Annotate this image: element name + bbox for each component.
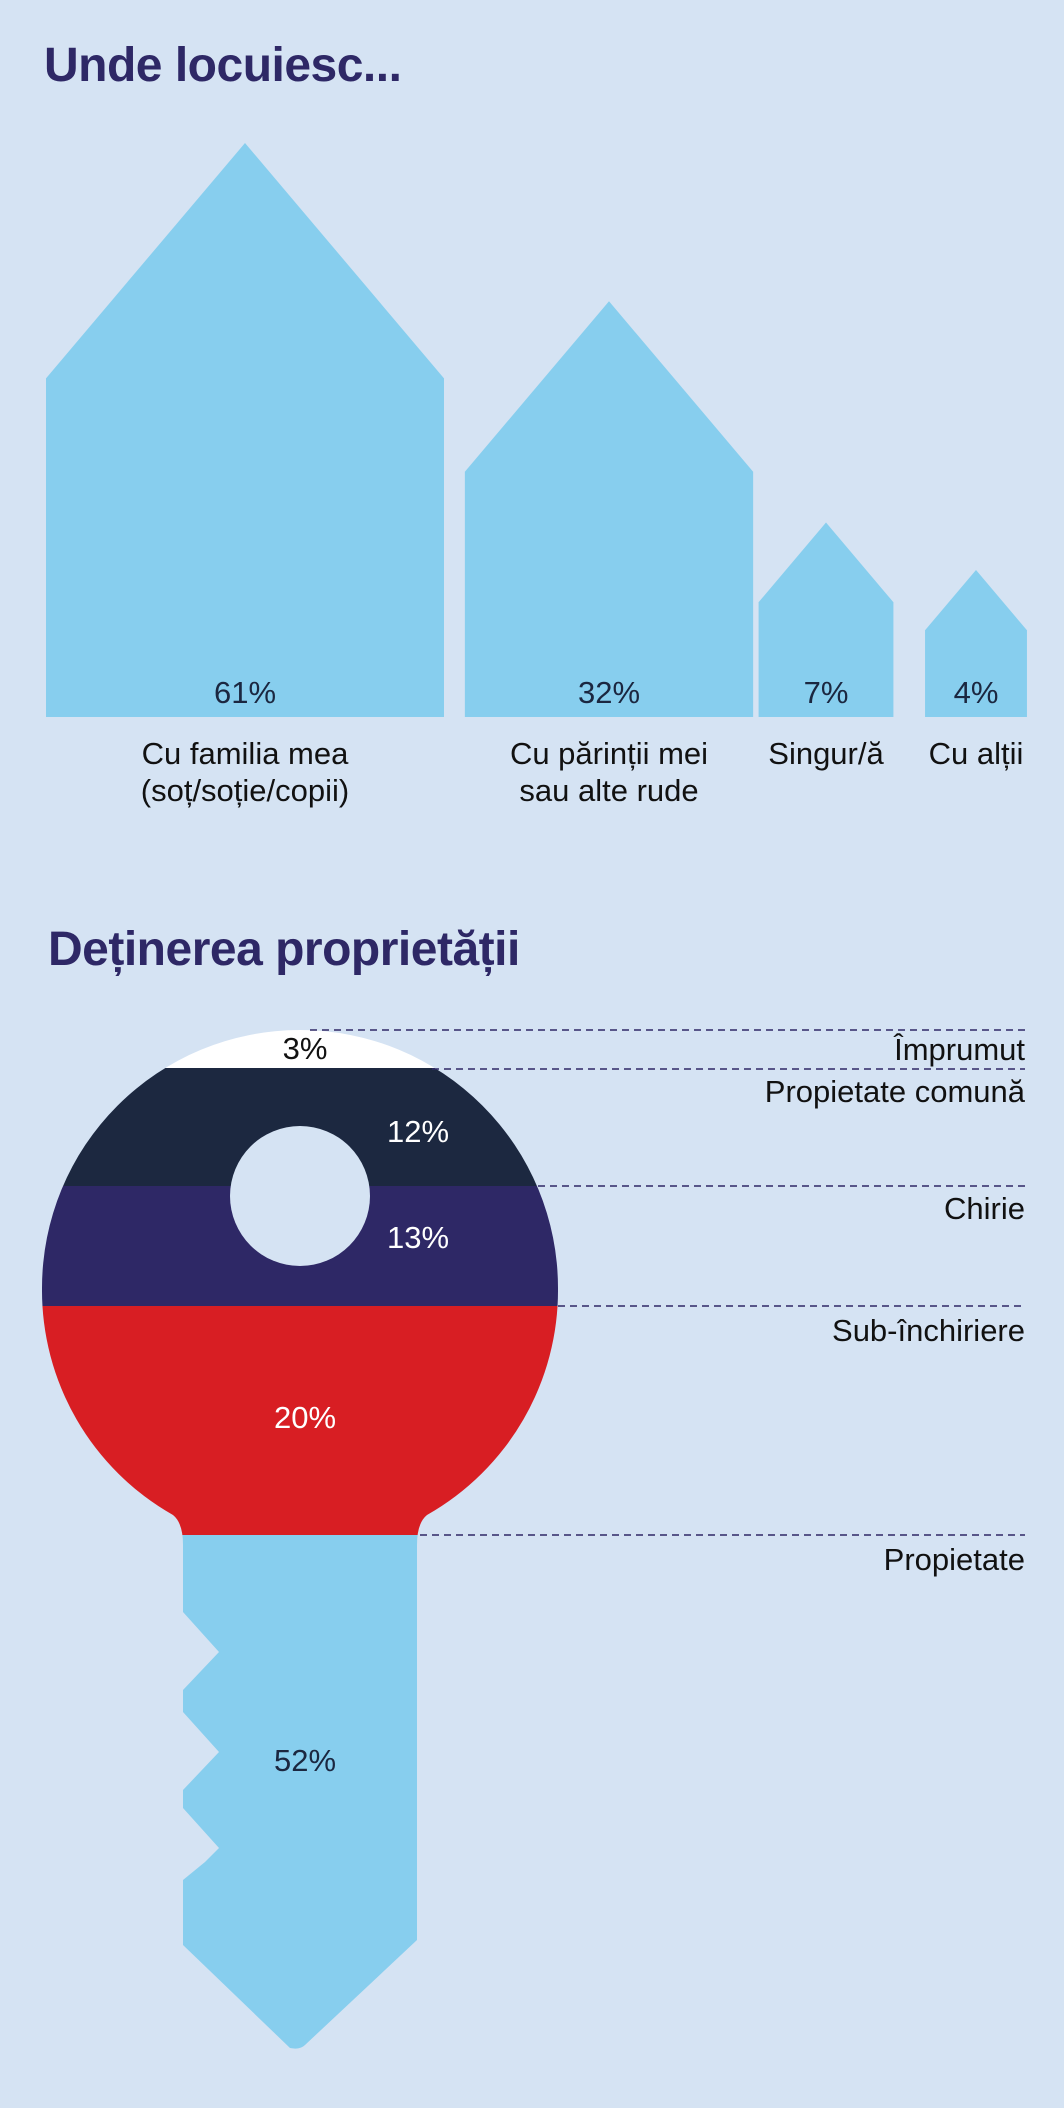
house-category-label: Cu alții xyxy=(929,736,1024,771)
house-value-label: 4% xyxy=(954,675,999,710)
key-category-label: Chirie xyxy=(944,1191,1025,1226)
living-chart-title: Unde locuiesc... xyxy=(44,39,402,92)
key-hole xyxy=(230,1126,370,1266)
key-value-label: 13% xyxy=(387,1220,449,1255)
key-band xyxy=(41,1186,559,1306)
house-category-label: Singur/ă xyxy=(768,736,884,771)
house-value-label: 61% xyxy=(214,675,276,710)
key-value-label: 20% xyxy=(274,1400,336,1435)
house-value-label: 32% xyxy=(578,675,640,710)
house-bar xyxy=(46,143,444,717)
house-bar xyxy=(925,570,1027,717)
key-category-label: Sub-închiriere xyxy=(832,1313,1025,1348)
key-value-label: 12% xyxy=(387,1114,449,1149)
house-bar xyxy=(758,522,894,717)
key-band xyxy=(41,1535,559,2049)
key-value-label: 3% xyxy=(283,1031,328,1066)
house-bar xyxy=(464,301,754,717)
key-category-label: Propietate xyxy=(884,1542,1025,1577)
living-houses-chart: 61% Cu familia mea (soț/soție/copii) 32% Cu … xyxy=(46,143,1027,808)
key-value-label: 52% xyxy=(274,1743,336,1778)
key-category-label: Propietate comună xyxy=(765,1074,1026,1109)
house-category-label: Cu familia mea (soț/soție/copii) xyxy=(141,736,349,808)
key-category-label: Împrumut xyxy=(893,1032,1025,1067)
house-value-label: 7% xyxy=(804,675,849,710)
ownership-chart-title: Deținerea proprietății xyxy=(48,923,520,976)
house-category-label: Cu părinții mei sau alte rude xyxy=(510,736,708,808)
